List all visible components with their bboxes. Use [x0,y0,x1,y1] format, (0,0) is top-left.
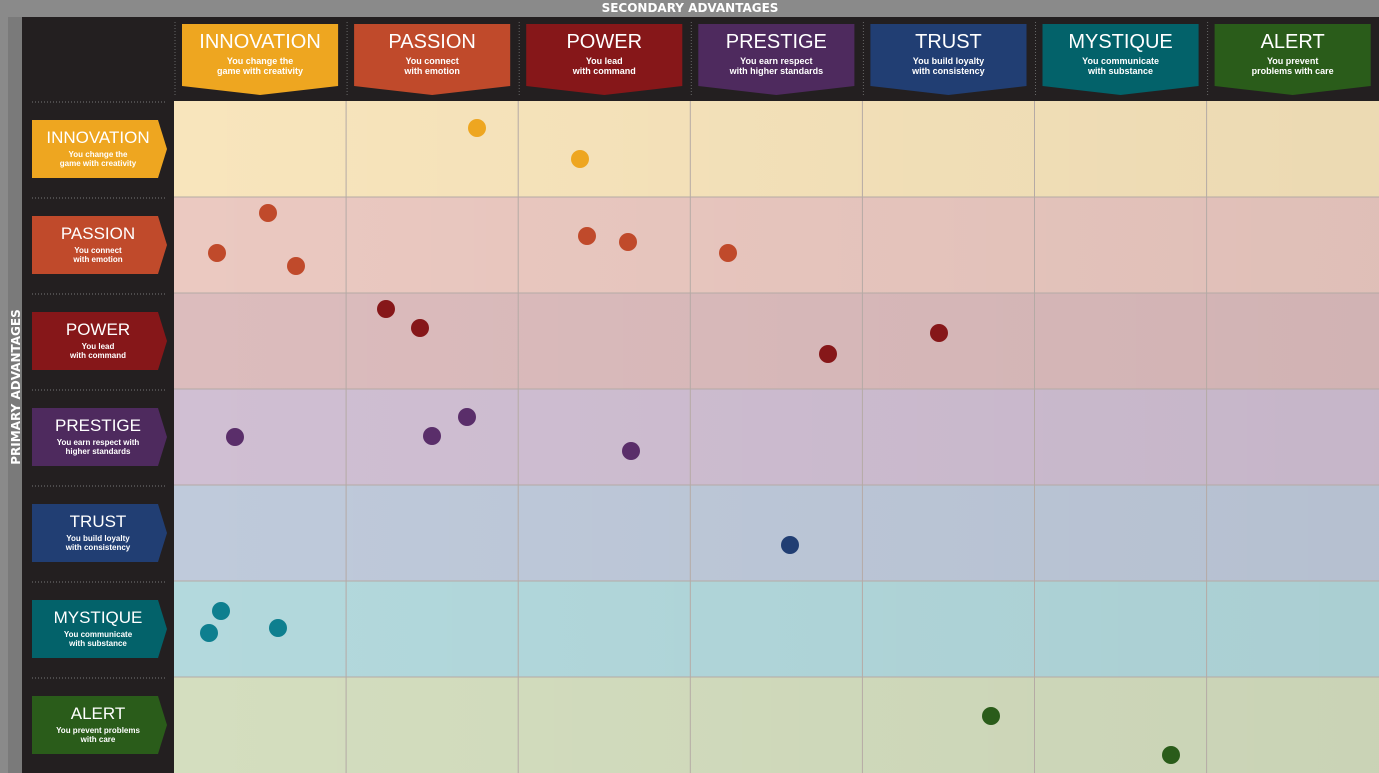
row-name: MYSTIQUE [54,608,143,627]
row-badge [32,504,167,562]
row-desc: You prevent problems [56,726,140,735]
col-name: ALERT [1261,31,1325,53]
col-badge [870,24,1027,95]
dot [619,233,637,251]
top-bar [0,0,1379,17]
col-badge [354,24,511,95]
dot [622,442,640,460]
col-desc: with command [572,66,636,76]
dot [377,300,395,318]
row-badge [32,408,167,466]
row-shade [174,389,1379,485]
col-desc: You communicate [1082,56,1159,66]
col-name: POWER [566,31,642,53]
col-name: PRESTIGE [726,31,827,53]
dot [269,619,287,637]
row-badge [32,216,167,274]
row-name: INNOVATION [46,128,149,147]
dot [208,244,226,262]
dot [719,244,737,262]
row-shade [174,677,1379,773]
col-desc: You change the [227,56,293,66]
col-desc: with substance [1087,66,1153,76]
col-name: INNOVATION [199,31,320,53]
row-badge [32,120,167,178]
row-badge [32,600,167,658]
col-name: TRUST [915,31,982,53]
col-badge [698,24,855,95]
row-desc: with substance [68,639,127,648]
dots [200,119,1180,764]
row-desc: You earn respect with [57,438,140,447]
row-desc: You lead [82,342,115,351]
row-desc: with command [69,351,126,360]
dot [423,427,441,445]
dot [287,257,305,275]
row-shade [174,581,1379,677]
side-bar-inner [8,17,22,773]
col-badge [1042,24,1199,95]
row-desc: You connect [74,246,122,255]
dot [200,624,218,642]
row-desc: You build loyalty [66,534,130,543]
dot [819,345,837,363]
dot [578,227,596,245]
row-name: POWER [66,320,130,339]
col-badge [1214,24,1371,95]
dot [982,707,1000,725]
col-desc: with emotion [403,66,460,76]
row-shade [174,485,1379,581]
row-shade [174,101,1379,197]
row-desc: You communicate [64,630,133,639]
top-title: SECONDARY ADVANTAGES [602,1,779,15]
col-desc: You prevent [1267,56,1318,66]
dot [930,324,948,342]
dot [411,319,429,337]
col-desc: game with creativity [217,66,303,76]
row-shade [174,293,1379,389]
col-desc: problems with care [1252,66,1334,76]
row-shade [174,197,1379,293]
col-desc: with consistency [911,66,985,76]
col-desc: You lead [586,56,623,66]
dot [781,536,799,554]
row-badge [32,312,167,370]
row-desc: You change the [69,150,129,159]
row-name: PRESTIGE [55,416,141,435]
row-name: PASSION [61,224,135,243]
col-name: MYSTIQUE [1068,31,1172,53]
dot [212,602,230,620]
dot [226,428,244,446]
col-desc: with higher standards [729,66,824,76]
dot [571,150,589,168]
dot [458,408,476,426]
col-name: PASSION [388,31,475,53]
row-name: TRUST [70,512,127,531]
dot [468,119,486,137]
col-desc: You connect [405,56,458,66]
row-desc: with care [80,735,116,744]
col-desc: You earn respect [740,56,812,66]
row-desc: with consistency [65,543,131,552]
col-desc: You build loyalty [913,56,984,66]
side-title: PRIMARY ADVANTAGES [9,309,23,464]
row-desc: with emotion [72,255,122,264]
row-name: ALERT [71,704,126,723]
row-badge [32,696,167,754]
dot [259,204,277,222]
col-badge [182,24,339,95]
row-desc: higher standards [66,447,131,456]
col-badge [526,24,683,95]
dot [1162,746,1180,764]
row-desc: game with creativity [60,159,137,168]
